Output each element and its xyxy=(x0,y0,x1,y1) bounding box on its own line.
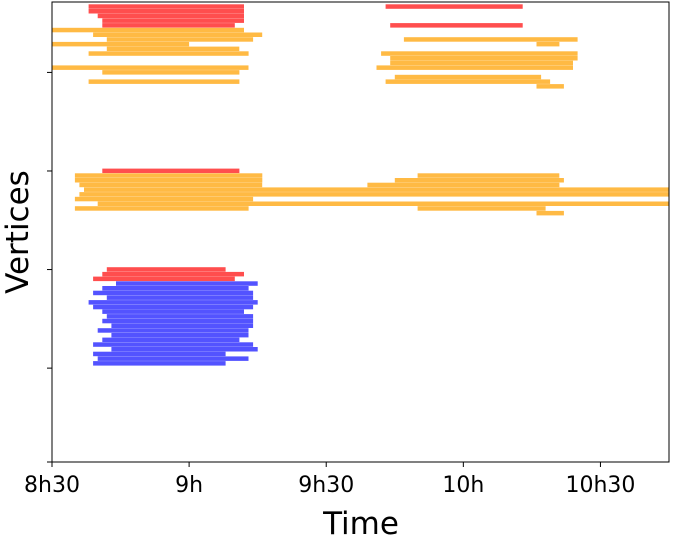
x-tick-label: 10h30 xyxy=(565,473,635,498)
orange-interval-bar xyxy=(390,60,573,66)
orange-interval-bar xyxy=(93,32,263,37)
orange-interval-bar xyxy=(97,201,669,206)
orange-interval-bar xyxy=(74,196,254,202)
red-interval-bar xyxy=(97,13,244,19)
orange-interval-bar xyxy=(394,74,542,80)
orange-interval-bar xyxy=(102,70,240,75)
orange-interval-bar xyxy=(367,182,560,188)
red-interval-bar xyxy=(88,9,244,14)
orange-interval-bar xyxy=(536,41,560,47)
orange-interval-bar xyxy=(52,65,249,70)
orange-interval-bar xyxy=(385,79,551,84)
blue-interval-bar xyxy=(102,337,240,343)
blue-interval-bar xyxy=(111,347,258,352)
x-tick-label: 9h xyxy=(175,473,203,498)
orange-interval-bar xyxy=(84,187,669,192)
blue-interval-bar xyxy=(111,332,249,338)
blue-interval-bar xyxy=(106,314,254,319)
plot-area xyxy=(52,2,669,462)
orange-interval-bar xyxy=(376,65,573,70)
red-interval-bar xyxy=(93,276,235,282)
blue-interval-bar xyxy=(93,342,254,347)
x-axis-ticks: 8h30 9h 9h30 10h 10h30 xyxy=(24,462,635,498)
blue-interval-bar xyxy=(93,304,254,310)
red-interval-bar xyxy=(102,271,244,277)
blue-interval-bar xyxy=(106,295,254,300)
blue-interval-bar xyxy=(102,286,249,291)
blue-interval-bar xyxy=(97,328,249,333)
y-axis-ticks xyxy=(47,71,52,463)
blue-interval-bar xyxy=(88,300,258,305)
blue-interval-bar xyxy=(93,290,254,296)
plot-frame xyxy=(51,1,670,463)
orange-interval-bar xyxy=(536,84,564,89)
blue-interval-bar xyxy=(93,351,226,357)
orange-interval-bar xyxy=(74,178,263,183)
orange-interval-bar xyxy=(403,37,578,42)
orange-interval-bar xyxy=(106,46,240,52)
orange-interval-bar xyxy=(79,192,669,197)
x-tick-label: 10h xyxy=(442,473,484,498)
orange-interval-bar xyxy=(79,182,263,188)
orange-interval-bar xyxy=(381,51,578,56)
x-tick-label: 9h30 xyxy=(298,473,354,498)
orange-interval-bar xyxy=(52,27,244,33)
orange-interval-bar xyxy=(536,210,564,216)
blue-interval-bar xyxy=(102,318,254,324)
y-axis-title: Vertices xyxy=(0,170,36,294)
blue-interval-bar xyxy=(97,356,249,361)
x-axis-title: Time xyxy=(322,506,399,542)
red-interval-bar xyxy=(102,168,240,174)
red-interval-bar xyxy=(106,267,226,272)
interval-bars xyxy=(52,4,669,366)
red-interval-bar xyxy=(385,4,523,9)
orange-interval-bar xyxy=(88,51,249,56)
orange-interval-bar xyxy=(88,79,240,84)
orange-interval-bar xyxy=(106,37,254,42)
orange-interval-bar xyxy=(74,206,249,211)
orange-interval-bar xyxy=(417,173,560,178)
red-interval-bar xyxy=(102,18,244,23)
orange-interval-bar xyxy=(52,41,190,47)
red-interval-bar xyxy=(102,23,235,28)
orange-interval-bar xyxy=(390,56,578,61)
blue-interval-bar xyxy=(111,323,254,328)
orange-interval-bar xyxy=(394,178,564,183)
orange-interval-bar xyxy=(74,173,263,178)
orange-interval-bar xyxy=(417,206,546,211)
red-interval-bar xyxy=(390,23,523,28)
x-tick-label: 8h30 xyxy=(24,473,80,498)
blue-interval-bar xyxy=(116,281,258,286)
blue-interval-bar xyxy=(93,361,226,366)
red-interval-bar xyxy=(88,4,244,9)
blue-interval-bar xyxy=(102,309,244,314)
